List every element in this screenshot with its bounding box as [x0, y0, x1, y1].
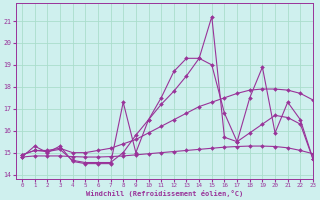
X-axis label: Windchill (Refroidissement éolien,°C): Windchill (Refroidissement éolien,°C) — [86, 190, 243, 197]
